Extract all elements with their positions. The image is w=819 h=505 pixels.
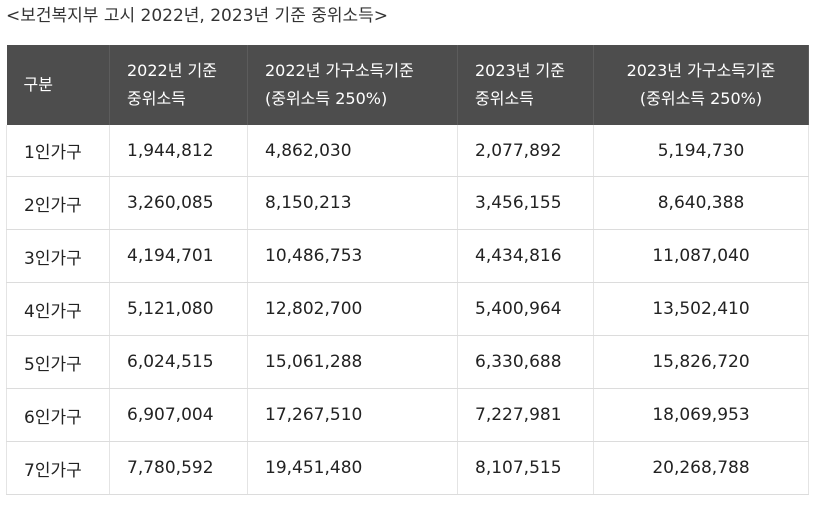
table-row: 1인가구 1,944,812 4,862,030 2,077,892 5,194…	[6, 125, 809, 177]
header-category-label: 구분	[23, 75, 53, 94]
cell-category: 3인가구	[6, 229, 110, 283]
header-2022-median-line1: 2022년 기준	[127, 61, 217, 80]
cell-2022-median: 4,194,701	[109, 229, 248, 283]
cell-2022-median: 5,121,080	[109, 282, 248, 336]
cell-category: 2인가구	[6, 176, 110, 230]
cell-2022-median: 7,780,592	[109, 441, 248, 495]
table-header-row: 구분 2022년 기준 중위소득 2022년 가구소득기준 (중위소득 250%…	[6, 45, 809, 125]
header-category: 구분	[6, 45, 110, 125]
cell-category: 4인가구	[6, 282, 110, 336]
header-2022-household: 2022년 가구소득기준 (중위소득 250%)	[247, 45, 458, 125]
cell-2023-median: 5,400,964	[457, 282, 594, 336]
table-caption: <보건복지부 고시 2022년, 2023년 기준 중위소득>	[6, 6, 389, 26]
cell-category: 7인가구	[6, 441, 110, 495]
cell-2022-median: 3,260,085	[109, 176, 248, 230]
cell-2023-median: 4,434,816	[457, 229, 594, 283]
cell-2023-household: 11,087,040	[593, 229, 809, 283]
table-row: 5인가구 6,024,515 15,061,288 6,330,688 15,8…	[6, 335, 809, 389]
table-row: 3인가구 4,194,701 10,486,753 4,434,816 11,0…	[6, 229, 809, 283]
cell-2023-median: 6,330,688	[457, 335, 594, 389]
cell-category: 1인가구	[6, 125, 110, 177]
table-row: 7인가구 7,780,592 19,451,480 8,107,515 20,2…	[6, 441, 809, 495]
cell-2023-household: 13,502,410	[593, 282, 809, 336]
cell-2023-median: 3,456,155	[457, 176, 594, 230]
header-2022-household-line2: (중위소득 250%)	[265, 89, 388, 108]
cell-2022-median: 1,944,812	[109, 125, 248, 177]
cell-2022-household: 12,802,700	[247, 282, 458, 336]
cell-2023-household: 8,640,388	[593, 176, 809, 230]
header-2023-household: 2023년 가구소득기준 (중위소득 250%)	[593, 45, 809, 125]
header-2022-median-line2: 중위소득	[127, 89, 186, 108]
cell-2023-household: 5,194,730	[593, 125, 809, 177]
cell-category: 6인가구	[6, 388, 110, 442]
cell-2023-household: 20,268,788	[593, 441, 809, 495]
header-2022-household-line1: 2022년 가구소득기준	[265, 61, 414, 80]
header-2023-household-line1: 2023년 가구소득기준	[626, 61, 776, 80]
table-row: 6인가구 6,907,004 17,267,510 7,227,981 18,0…	[6, 388, 809, 442]
cell-2022-household: 15,061,288	[247, 335, 458, 389]
table-row: 4인가구 5,121,080 12,802,700 5,400,964 13,5…	[6, 282, 809, 336]
header-2022-median: 2022년 기준 중위소득	[109, 45, 248, 125]
cell-2022-household: 8,150,213	[247, 176, 458, 230]
cell-2023-household: 18,069,953	[593, 388, 809, 442]
cell-2022-median: 6,024,515	[109, 335, 248, 389]
cell-2022-household: 19,451,480	[247, 441, 458, 495]
header-2023-household-line2: (중위소득 250%)	[639, 89, 763, 108]
cell-2023-median: 2,077,892	[457, 125, 594, 177]
cell-2022-household: 10,486,753	[247, 229, 458, 283]
cell-2023-household: 15,826,720	[593, 335, 809, 389]
cell-2022-household: 4,862,030	[247, 125, 458, 177]
median-income-table: 구분 2022년 기준 중위소득 2022년 가구소득기준 (중위소득 250%…	[6, 45, 809, 495]
table-row: 2인가구 3,260,085 8,150,213 3,456,155 8,640…	[6, 176, 809, 230]
header-2023-median-line1: 2023년 기준	[475, 61, 565, 80]
cell-category: 5인가구	[6, 335, 110, 389]
header-2023-median-line2: 중위소득	[475, 89, 534, 108]
cell-2023-median: 7,227,981	[457, 388, 594, 442]
cell-2022-household: 17,267,510	[247, 388, 458, 442]
header-2023-median: 2023년 기준 중위소득	[457, 45, 594, 125]
cell-2023-median: 8,107,515	[457, 441, 594, 495]
cell-2022-median: 6,907,004	[109, 388, 248, 442]
